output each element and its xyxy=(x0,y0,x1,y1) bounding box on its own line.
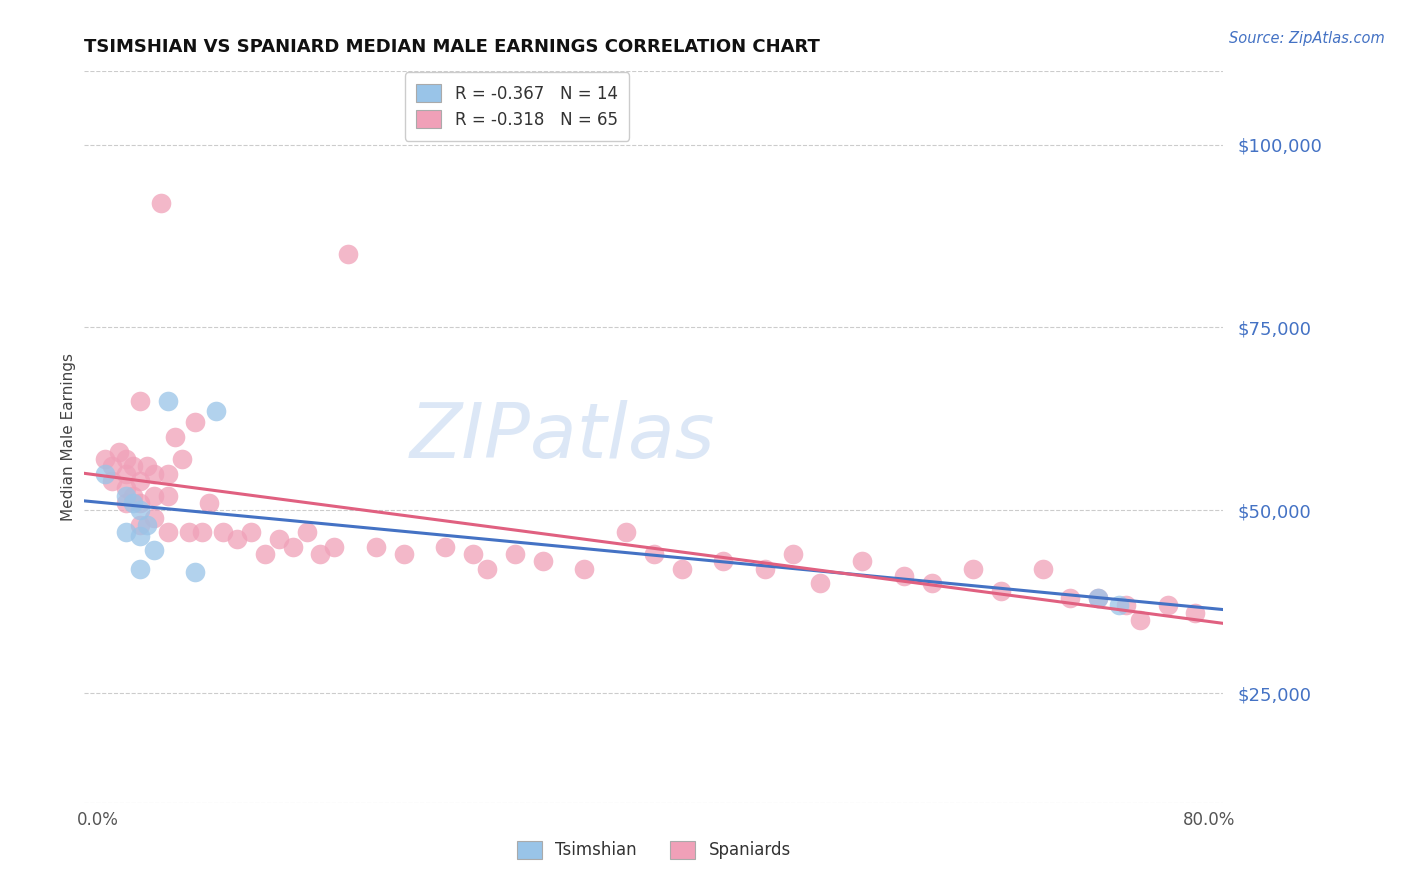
Point xyxy=(156,393,179,408)
Point xyxy=(1032,562,1054,576)
Point xyxy=(115,481,138,495)
Point xyxy=(184,566,207,580)
Point xyxy=(893,569,915,583)
Point xyxy=(156,525,179,540)
Point xyxy=(205,404,228,418)
Point xyxy=(191,525,214,540)
Point xyxy=(921,576,943,591)
Point xyxy=(463,547,485,561)
Point xyxy=(129,393,152,408)
Point xyxy=(962,562,984,576)
Point xyxy=(177,525,200,540)
Point xyxy=(281,540,304,554)
Point xyxy=(240,525,263,540)
Point xyxy=(122,459,145,474)
Point xyxy=(115,467,138,481)
Y-axis label: Median Male Earnings: Median Male Earnings xyxy=(60,353,76,521)
Point xyxy=(1087,591,1109,605)
Point xyxy=(754,562,776,576)
Point xyxy=(990,583,1012,598)
Point xyxy=(115,452,138,467)
Point xyxy=(434,540,457,554)
Point xyxy=(1115,599,1137,613)
Point xyxy=(115,525,138,540)
Point xyxy=(337,247,360,261)
Point xyxy=(810,576,832,591)
Point xyxy=(1108,599,1130,613)
Point xyxy=(129,503,152,517)
Point xyxy=(129,496,152,510)
Point xyxy=(1129,613,1152,627)
Point xyxy=(531,554,554,568)
Point xyxy=(115,489,138,503)
Point xyxy=(170,452,193,467)
Point xyxy=(142,467,165,481)
Point xyxy=(267,533,290,547)
Point xyxy=(142,489,165,503)
Point xyxy=(101,459,124,474)
Point xyxy=(782,547,804,561)
Point xyxy=(94,452,117,467)
Point xyxy=(711,554,734,568)
Point xyxy=(122,496,145,510)
Point xyxy=(253,547,276,561)
Point xyxy=(129,562,152,576)
Point xyxy=(142,510,165,524)
Point xyxy=(94,467,117,481)
Point xyxy=(156,489,179,503)
Text: Source: ZipAtlas.com: Source: ZipAtlas.com xyxy=(1229,31,1385,46)
Point xyxy=(142,543,165,558)
Point xyxy=(295,525,318,540)
Point xyxy=(108,444,131,458)
Point xyxy=(115,496,138,510)
Point xyxy=(135,459,157,474)
Point xyxy=(503,547,526,561)
Point xyxy=(101,474,124,488)
Point xyxy=(129,517,152,532)
Point xyxy=(163,430,186,444)
Point xyxy=(226,533,249,547)
Point xyxy=(671,562,693,576)
Point xyxy=(364,540,387,554)
Point xyxy=(129,474,152,488)
Point xyxy=(614,525,637,540)
Point xyxy=(184,416,207,430)
Point xyxy=(851,554,873,568)
Point xyxy=(212,525,235,540)
Point xyxy=(475,562,498,576)
Point xyxy=(135,517,157,532)
Point xyxy=(156,467,179,481)
Point xyxy=(643,547,665,561)
Point xyxy=(122,489,145,503)
Text: ZIPatlas: ZIPatlas xyxy=(411,401,716,474)
Point xyxy=(1087,591,1109,605)
Point xyxy=(1156,599,1178,613)
Point xyxy=(1184,606,1206,620)
Point xyxy=(1059,591,1081,605)
Legend: Tsimshian, Spaniards: Tsimshian, Spaniards xyxy=(509,832,799,868)
Point xyxy=(323,540,346,554)
Point xyxy=(574,562,596,576)
Point xyxy=(392,547,415,561)
Point xyxy=(309,547,332,561)
Point xyxy=(149,196,172,211)
Point xyxy=(198,496,221,510)
Point xyxy=(129,529,152,543)
Text: TSIMSHIAN VS SPANIARD MEDIAN MALE EARNINGS CORRELATION CHART: TSIMSHIAN VS SPANIARD MEDIAN MALE EARNIN… xyxy=(84,38,820,56)
